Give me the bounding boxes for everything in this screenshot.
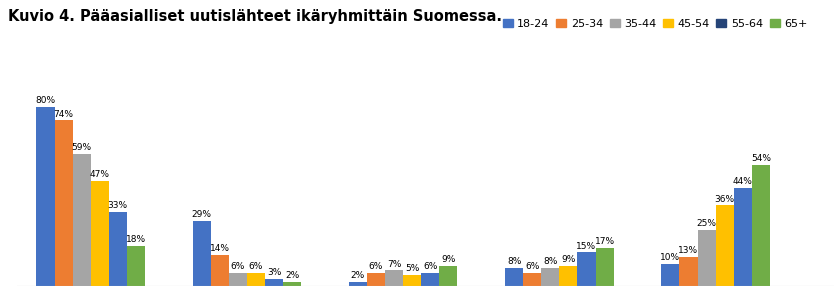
Text: 59%: 59% [72, 143, 92, 152]
Bar [661, 264, 680, 286]
Text: 33%: 33% [108, 201, 128, 210]
Bar [440, 266, 457, 286]
Bar [403, 275, 421, 286]
Bar [211, 255, 229, 286]
Bar [734, 188, 751, 286]
Text: 25%: 25% [696, 219, 716, 228]
Text: 6%: 6% [249, 262, 264, 271]
Bar [716, 205, 734, 286]
Text: 3%: 3% [267, 269, 281, 277]
Text: 6%: 6% [525, 262, 540, 271]
Text: 36%: 36% [715, 195, 735, 204]
Bar [349, 281, 367, 286]
Bar [577, 253, 595, 286]
Text: 5%: 5% [405, 264, 420, 273]
Text: 9%: 9% [441, 255, 455, 264]
Bar [265, 279, 283, 286]
Text: 8%: 8% [507, 257, 521, 266]
Bar [523, 273, 541, 286]
Bar [73, 154, 91, 286]
Text: 18%: 18% [126, 235, 146, 244]
Legend: 18-24, 25-34, 35-44, 45-54, 55-64, 65+: 18-24, 25-34, 35-44, 45-54, 55-64, 65+ [498, 14, 811, 33]
Text: 10%: 10% [661, 253, 681, 262]
Text: 8%: 8% [543, 257, 557, 266]
Text: 54%: 54% [751, 154, 771, 163]
Text: 13%: 13% [678, 246, 699, 255]
Text: 6%: 6% [423, 262, 438, 271]
Text: 7%: 7% [387, 259, 401, 269]
Bar [560, 266, 577, 286]
Text: 74%: 74% [53, 110, 73, 119]
Bar [127, 246, 145, 286]
Text: 6%: 6% [369, 262, 383, 271]
Text: 2%: 2% [285, 271, 299, 280]
Bar [367, 273, 385, 286]
Bar [283, 281, 301, 286]
Text: 9%: 9% [561, 255, 575, 264]
Text: Kuvio 4. Pääasialliset uutislähteet ikäryhmittäin Suomessa.: Kuvio 4. Pääasialliset uutislähteet ikär… [8, 9, 502, 23]
Bar [541, 268, 560, 286]
Bar [229, 273, 247, 286]
Bar [697, 230, 716, 286]
Text: 47%: 47% [90, 170, 110, 179]
Bar [91, 181, 108, 286]
Text: 29%: 29% [192, 210, 212, 219]
Bar [751, 165, 770, 286]
Bar [421, 273, 440, 286]
Text: 14%: 14% [210, 244, 230, 253]
Bar [247, 273, 265, 286]
Bar [385, 270, 403, 286]
Bar [680, 257, 697, 286]
Bar [505, 268, 523, 286]
Text: 44%: 44% [733, 177, 752, 186]
Bar [37, 107, 54, 286]
Bar [108, 212, 127, 286]
Bar [193, 221, 211, 286]
Bar [54, 120, 73, 286]
Text: 80%: 80% [35, 96, 56, 105]
Text: 6%: 6% [231, 262, 245, 271]
Text: 17%: 17% [595, 237, 615, 246]
Bar [595, 248, 614, 286]
Text: 2%: 2% [351, 271, 365, 280]
Text: 15%: 15% [576, 242, 596, 251]
